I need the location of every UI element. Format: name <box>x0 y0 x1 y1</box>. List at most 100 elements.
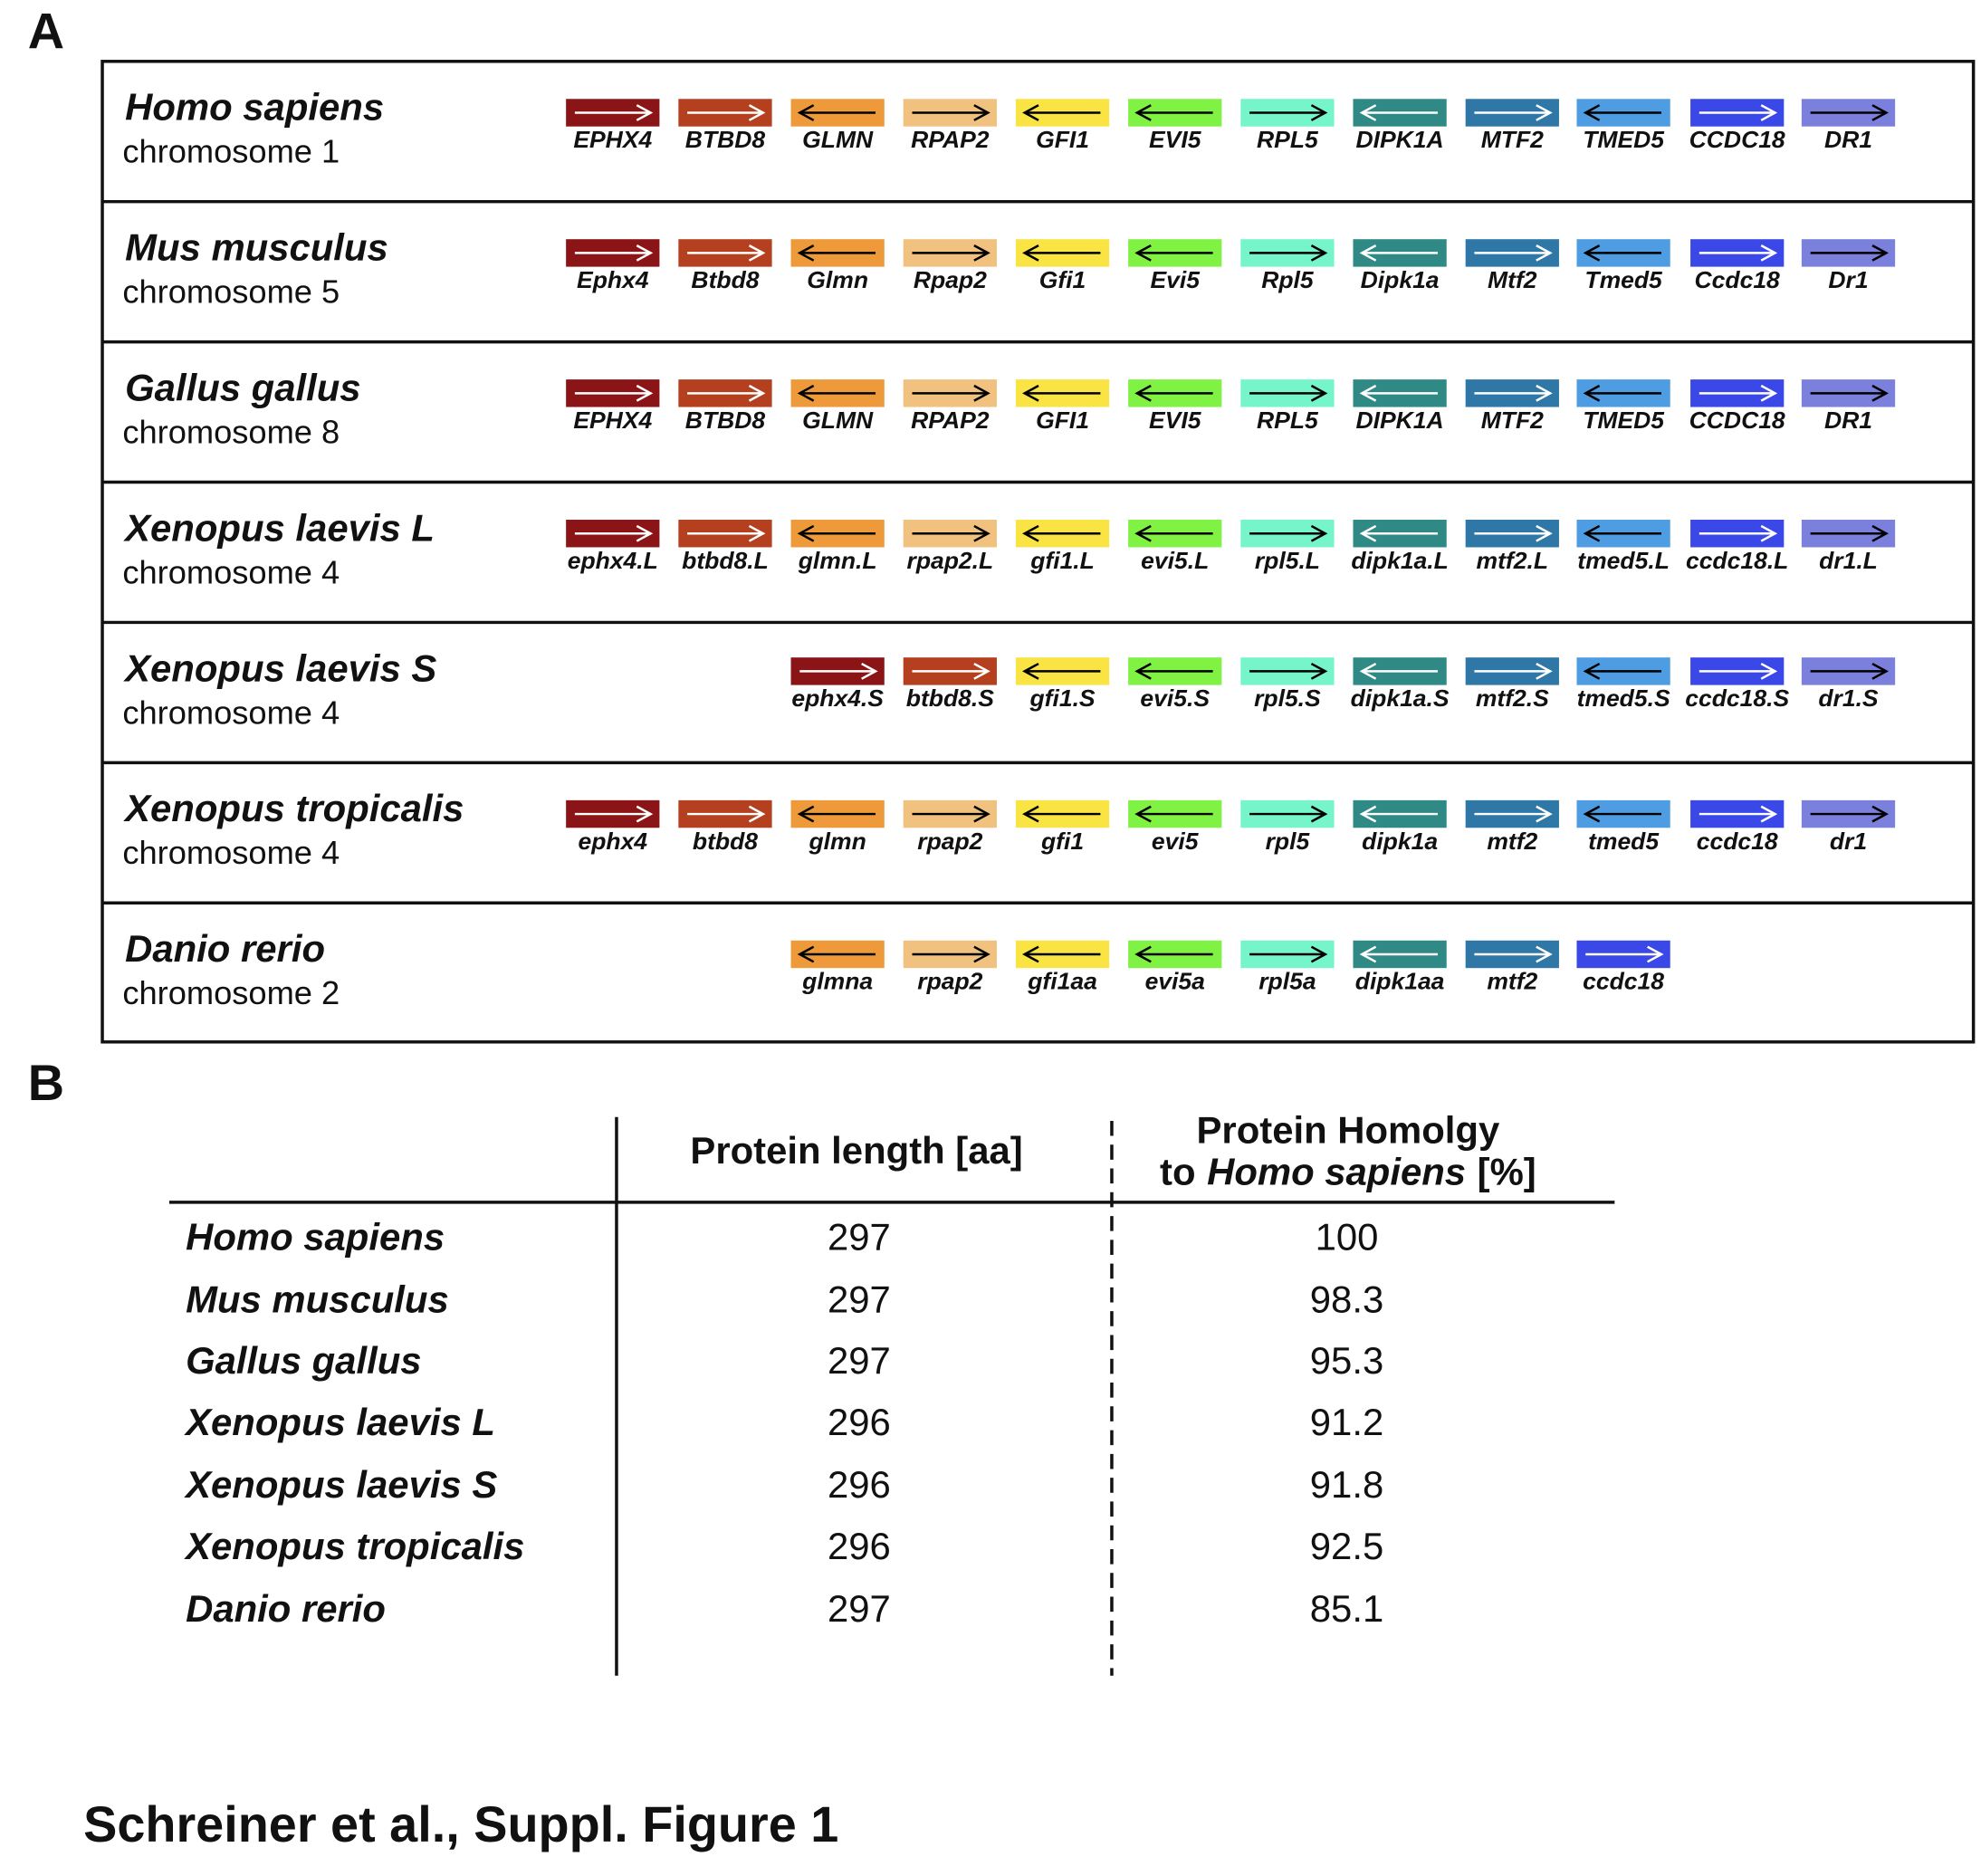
gene-name: gfi1aa <box>1027 968 1097 995</box>
arrow-head <box>973 104 990 121</box>
species-name: Xenopus laevis S <box>184 1463 497 1506</box>
arrow-head <box>1583 805 1601 823</box>
gene-name: evi5 <box>1152 828 1199 855</box>
arrow-head <box>1760 662 1778 680</box>
arrow-head <box>1310 662 1328 680</box>
gene-name: Btbd8 <box>691 266 759 293</box>
chromosome: chromosome 4 <box>122 554 340 591</box>
arrow-head <box>636 384 654 402</box>
gene-name: ccdc18 <box>1583 968 1664 995</box>
arrow-head <box>1536 945 1553 963</box>
column-header: Protein length [aa] <box>690 1129 1022 1172</box>
arrow-head <box>1134 945 1152 963</box>
gene-name: rpl5.S <box>1254 684 1321 712</box>
arrow-head <box>797 805 815 823</box>
gene-name: ephx4.S <box>791 684 884 712</box>
arrow-head <box>1583 244 1601 262</box>
arrow-head <box>1310 524 1328 542</box>
arrow-head <box>973 524 990 542</box>
arrow-head <box>1536 384 1553 402</box>
arrow-head <box>1647 945 1664 963</box>
gene-name: EPHX4 <box>573 126 652 153</box>
gene-name: ccdc18 <box>1697 828 1778 855</box>
gene-name: glmn <box>809 828 866 855</box>
protein-length: 297 <box>828 1278 891 1321</box>
gene-name: RPL5 <box>1257 126 1318 153</box>
gene-name: gfi1.L <box>1029 547 1095 574</box>
protein-length: 296 <box>828 1463 891 1506</box>
gene-name: Evi5 <box>1150 266 1200 293</box>
arrow-head <box>1536 524 1553 542</box>
gene-name: GFI1 <box>1036 126 1089 153</box>
arrow-head <box>1134 662 1152 680</box>
protein-length: 297 <box>828 1587 891 1630</box>
arrow-head <box>636 524 654 542</box>
arrow-head <box>1871 662 1889 680</box>
gene-name: dr1 <box>1830 828 1867 855</box>
panel-a-frame <box>100 60 1976 1044</box>
arrow-head <box>1583 662 1601 680</box>
gene-name: btbd8.L <box>682 547 769 574</box>
arrow-head <box>1310 384 1328 402</box>
arrow-head <box>1359 524 1377 542</box>
column-header: to Homo sapiens [%] <box>1160 1151 1536 1193</box>
arrow-head <box>861 662 878 680</box>
species-name: Xenopus laevis S <box>123 647 436 690</box>
arrow-head <box>1310 104 1328 121</box>
gene-name: mtf2.L <box>1477 547 1548 574</box>
species-name: Mus musculus <box>186 1278 449 1321</box>
arrow-head <box>973 662 990 680</box>
arrow-head <box>1583 104 1601 121</box>
species-name: Xenopus laevis L <box>123 507 435 550</box>
gene-name: Mtf2 <box>1488 266 1537 293</box>
arrow-head <box>1310 945 1328 963</box>
arrow-head <box>1022 945 1039 963</box>
arrow-head <box>1134 244 1152 262</box>
gene-name: BTBD8 <box>685 407 766 434</box>
gene-name: dipk1a.L <box>1351 547 1448 574</box>
species-name: Homo sapiens <box>186 1215 445 1258</box>
arrow-head <box>973 384 990 402</box>
arrow-head <box>973 805 990 823</box>
gene-name: rpl5a <box>1258 968 1316 995</box>
arrow-head <box>1583 524 1601 542</box>
gene-name: TMED5 <box>1583 407 1664 434</box>
gene-name: dr1.L <box>1819 547 1878 574</box>
species-name: Danio rerio <box>125 927 325 970</box>
gene-name: btbd8 <box>693 828 758 855</box>
protein-homology: 91.2 <box>1310 1401 1383 1443</box>
protein-length: 297 <box>828 1215 891 1258</box>
gene-name: rpap2.L <box>907 547 994 574</box>
gene-name: EVI5 <box>1149 407 1201 434</box>
arrow-head <box>636 805 654 823</box>
gene-name: rpap2 <box>917 968 982 995</box>
gene-name: ccdc18.S <box>1685 684 1789 712</box>
arrow-head <box>1022 244 1039 262</box>
header-part: Homo sapiens <box>1207 1151 1466 1193</box>
gene-name: dipk1aa <box>1355 968 1445 995</box>
gene-name: RPL5 <box>1257 407 1318 434</box>
arrow-head <box>1359 244 1377 262</box>
arrow-head <box>1022 662 1039 680</box>
arrow-head <box>797 244 815 262</box>
gene-name: RPAP2 <box>911 126 990 153</box>
chromosome: chromosome 8 <box>122 414 340 451</box>
arrow-head <box>797 384 815 402</box>
protein-length: 297 <box>828 1339 891 1382</box>
arrow-head <box>1760 244 1778 262</box>
gene-name: dipk1a.S <box>1351 684 1450 712</box>
gene-name: glmn.L <box>798 547 877 574</box>
arrow-head <box>748 244 766 262</box>
table-body: Homo sapiens 297 100 Mus musculus 297 98.3 Gal… <box>184 1215 1383 1630</box>
protein-homology: 85.1 <box>1310 1587 1383 1630</box>
arrow-head <box>1871 524 1889 542</box>
gene-name: dipk1a <box>1362 828 1438 855</box>
gene-name: rpl5 <box>1266 828 1310 855</box>
arrow-head <box>748 524 766 542</box>
gene-name: DR1 <box>1824 126 1872 153</box>
gene-name: evi5.L <box>1141 547 1209 574</box>
panel-label: A <box>28 4 64 60</box>
gene-name: CCDC18 <box>1689 407 1785 434</box>
species-name: Xenopus laevis L <box>184 1401 495 1443</box>
